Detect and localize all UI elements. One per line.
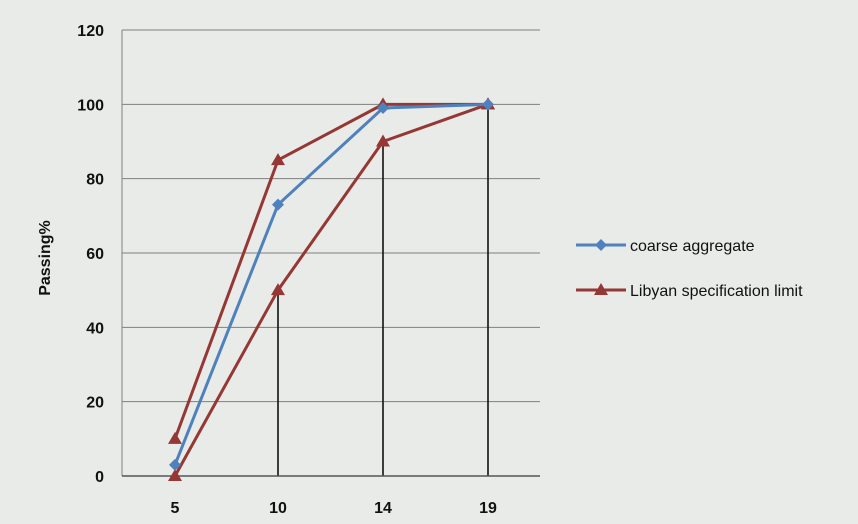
legend-label: Libyan specification limit (630, 283, 803, 300)
y-axis-label: Passing% (37, 220, 54, 296)
legend-label: coarse aggregate (630, 238, 755, 255)
x-tick-label: 5 (171, 500, 180, 517)
legend: coarse aggregate Libyan specification li… (576, 238, 803, 300)
x-tick-label: 14 (374, 500, 392, 517)
data-point (271, 153, 285, 166)
data-point (271, 283, 285, 296)
data-point (482, 98, 494, 111)
y-tick-label: 80 (86, 172, 104, 189)
data-point (169, 458, 181, 471)
triangle-marker-icon (594, 283, 608, 295)
data-point (168, 431, 182, 444)
series (168, 97, 495, 481)
drop-lines (277, 104, 489, 476)
y-tick-label: 40 (86, 320, 104, 337)
x-tick-label: 10 (269, 500, 287, 517)
x-tick-label: 19 (479, 500, 497, 517)
data-point (377, 102, 389, 115)
data-point (376, 134, 390, 147)
series-line-coarse-aggregate (173, 102, 489, 466)
axes: 0 20 40 60 80 100 120 5 10 14 19 (77, 23, 540, 517)
legend-item-coarse-aggregate: coarse aggregate (576, 238, 755, 255)
y-tick-label: 0 (95, 469, 104, 486)
gridlines (122, 29, 540, 403)
legend-item-libyan-specification-limit: Libyan specification limit (576, 283, 803, 300)
data-point (168, 469, 182, 481)
y-tick-label: 20 (86, 395, 104, 412)
y-tick-label: 100 (77, 97, 104, 114)
y-tick-label: 120 (77, 23, 104, 40)
series-line-spec-lower (173, 102, 489, 477)
data-point (272, 198, 284, 211)
series-line-spec-upper (173, 102, 488, 440)
diamond-marker-icon (595, 239, 607, 251)
y-tick-label: 60 (86, 246, 104, 263)
